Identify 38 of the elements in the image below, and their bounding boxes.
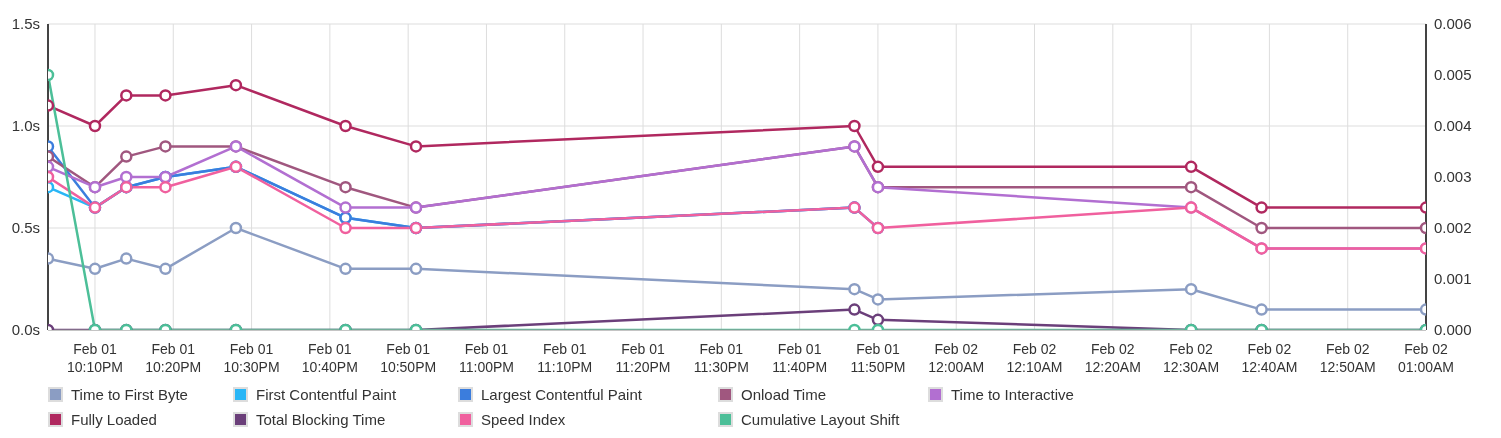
x-tick-label: Feb 02 12:50AM xyxy=(1319,341,1376,375)
x-tick-label: Feb 01 11:40PM xyxy=(772,341,828,375)
legend-label: Time to Interactive xyxy=(951,386,1074,403)
legend-label: Onload Time xyxy=(741,386,827,403)
y2-tick-label: 0.004 xyxy=(1434,117,1472,135)
y2-tick-label: 0.001 xyxy=(1434,270,1472,288)
x-tick-label: Feb 01 10:20PM xyxy=(145,341,202,375)
y-tick-label: 1.0s xyxy=(11,117,40,135)
x-tick-label: Feb 01 11:30PM xyxy=(693,341,749,375)
legend-label: First Contentful Paint xyxy=(256,386,397,403)
x-tick-label: Feb 02 12:00AM xyxy=(928,341,985,375)
legend-label: Largest Contentful Paint xyxy=(481,386,642,403)
x-tick-label: Feb 01 10:40PM xyxy=(301,341,358,375)
x-tick-label: Feb 02 12:40AM xyxy=(1241,341,1298,375)
x-tick-label: Feb 01 10:10PM xyxy=(66,341,123,375)
x-tick-label: Feb 02 12:20AM xyxy=(1084,341,1141,375)
x-tick-label: Feb 01 11:20PM xyxy=(615,341,671,375)
y2-tick-label: 0.006 xyxy=(1434,15,1472,33)
legend-label: Cumulative Layout Shift xyxy=(741,411,900,428)
x-tick-label: Feb 02 01:00AM xyxy=(1397,341,1455,375)
legend-label: Speed Index xyxy=(481,411,566,428)
legend-label: Total Blocking Time xyxy=(256,411,386,428)
legend-label: Fully Loaded xyxy=(71,411,157,428)
x-tick-label: Feb 01 10:50PM xyxy=(380,341,437,375)
x-tick-label: Feb 01 10:30PM xyxy=(223,341,280,375)
x-tick-label: Feb 01 11:00PM xyxy=(458,341,514,375)
y-tick-label: 0.5s xyxy=(11,219,40,237)
y2-tick-label: 0.000 xyxy=(1434,321,1472,339)
y2-tick-label: 0.005 xyxy=(1434,66,1472,84)
x-tick-label: Feb 01 11:10PM xyxy=(537,341,593,375)
y-tick-label: 0.0s xyxy=(11,321,40,339)
x-tick-label: Feb 01 11:50PM xyxy=(850,341,906,375)
y2-tick-label: 0.003 xyxy=(1434,168,1472,186)
x-tick-label: Feb 02 12:30AM xyxy=(1163,341,1220,375)
y2-tick-label: 0.002 xyxy=(1434,219,1472,237)
legend-label: Time to First Byte xyxy=(71,386,188,403)
y-tick-label: 1.5s xyxy=(11,15,40,33)
x-tick-label: Feb 02 12:10AM xyxy=(1006,341,1063,375)
